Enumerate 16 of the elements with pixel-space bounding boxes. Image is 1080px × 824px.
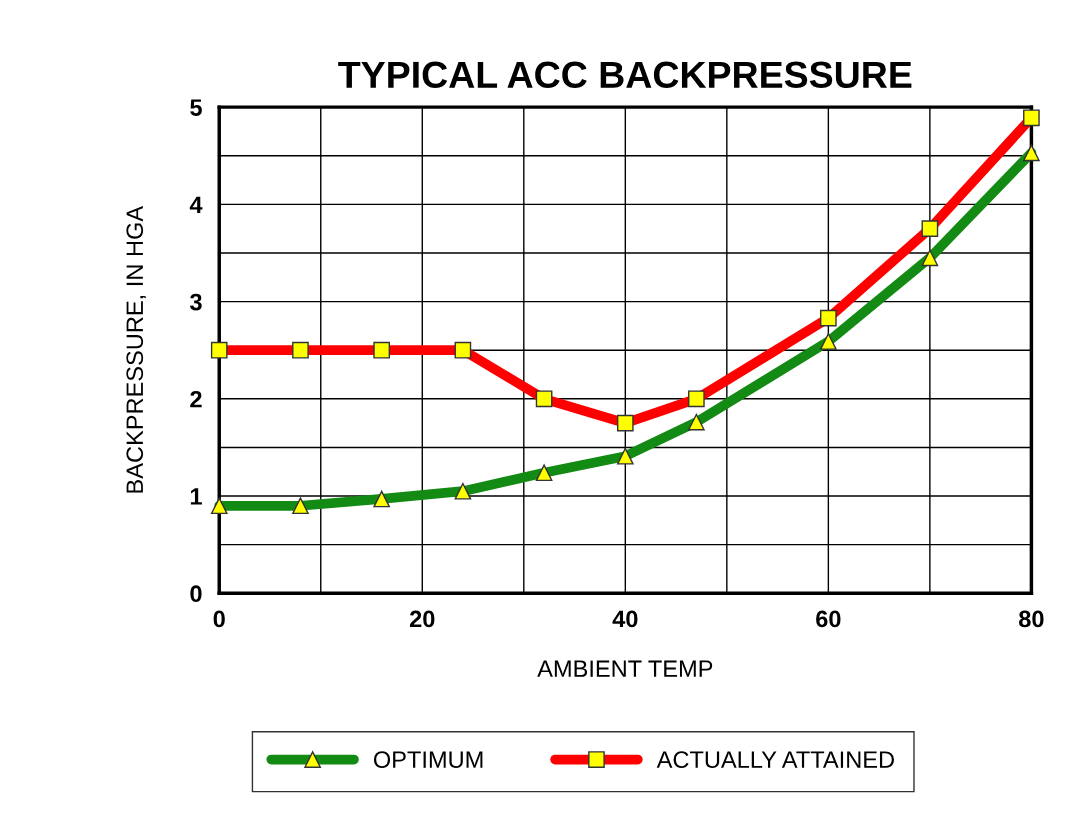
x-axis-title: AMBIENT TEMP bbox=[537, 660, 713, 677]
legend-label: ACTUALLY ATTAINED bbox=[656, 751, 894, 769]
y-tick-label: 5 bbox=[190, 99, 202, 116]
y-tick-label: 1 bbox=[190, 488, 202, 505]
y-axis-title: BACKPRESSURE, IN HGA bbox=[126, 205, 146, 493]
x-tick-label: 80 bbox=[1019, 610, 1044, 628]
y-tick-label: 4 bbox=[189, 196, 203, 213]
x-tick-label: 40 bbox=[612, 610, 638, 628]
y-tick-label: 3 bbox=[189, 293, 202, 311]
legend-label: OPTIMUM bbox=[373, 751, 483, 769]
x-tick-label: 20 bbox=[409, 610, 435, 628]
chart-title: TYPICAL ACC BACKPRESSURE bbox=[338, 61, 912, 89]
x-tick-label: 60 bbox=[816, 610, 841, 628]
y-tick-label: 2 bbox=[190, 390, 202, 408]
y-tick-label: 0 bbox=[190, 585, 202, 603]
x-tick-label: 0 bbox=[213, 610, 225, 628]
